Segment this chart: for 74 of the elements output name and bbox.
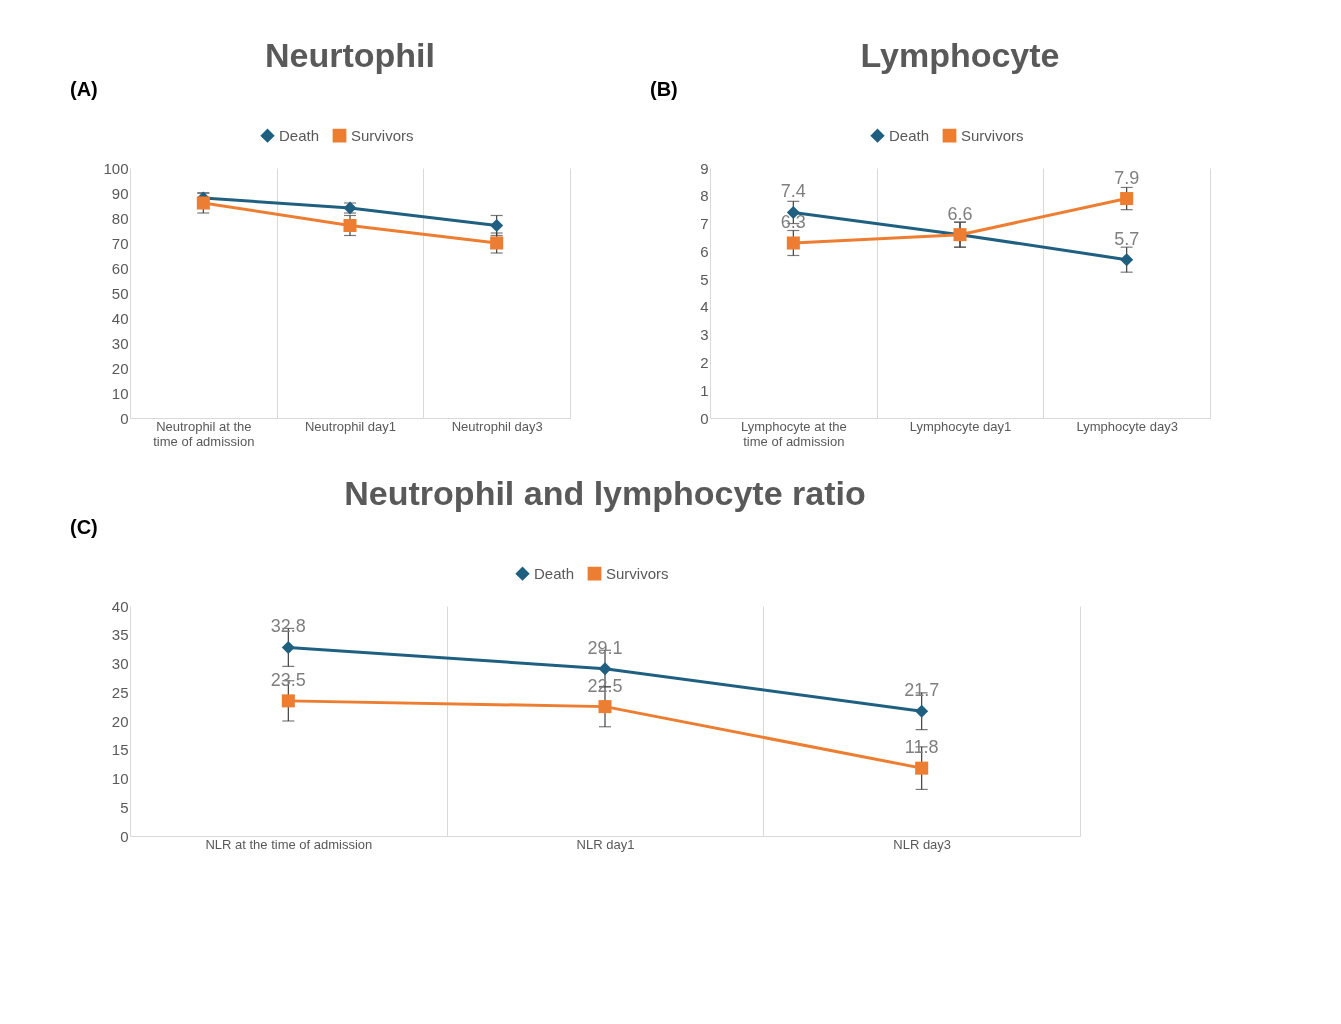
data-label: 6.6 [947,203,973,224]
point [343,218,357,233]
y-tick-label: 10 [111,384,129,402]
data-label: 6.3 [780,212,806,232]
legend-label: Survivors [351,126,414,144]
data-label: 32.8 [270,616,306,637]
y-tick-label: 35 [111,626,129,644]
y-tick-label: 2 [700,353,709,371]
point [786,236,800,250]
x-tick-label: Lymphocyte day1 [909,418,1012,434]
x-tick-label: Lymphocyte day3 [1076,418,1178,434]
legend-label: Death [889,126,930,144]
legend-label: Survivors [606,564,669,582]
text: (C) [70,516,98,538]
y-tick-label: 40 [111,309,129,327]
y-tick-label: 100 [103,159,129,177]
y-tick-label: 7 [700,215,709,233]
legend-label: Survivors [961,126,1024,144]
legend-label: Death [534,564,575,582]
data-label: 5.7 [1114,228,1140,249]
y-tick-label: 50 [111,284,129,302]
y-tick-label: 0 [700,409,709,427]
y-tick-label: 4 [700,298,709,316]
y-tick-label: 15 [111,741,129,759]
x-tick-label: NLR day1 [576,836,635,852]
y-tick-label: 0 [120,409,129,427]
chart-title: Lymphocyte [860,36,1060,74]
y-tick-label: 80 [111,209,129,227]
y-tick-label: 60 [111,259,129,277]
y-tick-label: 5 [120,798,129,816]
point [915,704,929,718]
point [598,700,612,714]
x-tick-label: Neutrophil day1 [304,418,397,434]
data-label: 23.5 [270,669,306,690]
point [281,640,295,654]
y-tick-label: 6 [700,242,709,260]
point [598,662,612,676]
y-tick-label: 70 [111,234,129,252]
point [915,761,929,775]
point [1120,192,1134,206]
data-label: 7.4 [780,181,806,202]
x-tick-label: Lymphocyte at the time of admission [740,418,847,449]
data-label: 11.8 [904,737,939,758]
x-tick-label: Neutrophil at the time of admission [153,418,255,449]
y-tick-label: 3 [700,326,709,344]
text: (B) [650,78,678,100]
y-tick-label: 20 [111,359,129,377]
point [196,196,210,210]
y-tick-label: 30 [111,655,129,672]
y-tick-label: 20 [111,712,129,730]
y-tick-label: 0 [120,827,129,845]
x-tick-label: NLR day3 [893,836,952,852]
chart-title: Neurtophil [265,36,435,74]
text: (A) [70,78,98,100]
x-tick-label: NLR at the time of admission [205,836,373,852]
y-tick-label: 25 [111,683,129,701]
point [490,236,504,250]
y-tick-label: 8 [700,187,709,205]
point [281,694,295,708]
y-tick-label: 5 [700,270,709,288]
data-label: 21.7 [904,680,940,701]
y-tick-label: 10 [111,770,129,787]
legend-label: Death [279,126,320,144]
y-tick-label: 30 [111,334,129,352]
point [490,218,504,233]
point [1120,253,1134,267]
chart-title: Neutrophil and lymphocyte ratio [344,474,866,512]
y-tick-label: 40 [111,597,129,615]
data-label: 7.9 [1114,167,1140,188]
y-tick-label: 9 [700,159,709,177]
x-tick-label: Neutrophil day3 [451,418,543,434]
y-tick-label: 90 [111,184,129,202]
data-label: 29.1 [587,637,623,658]
y-tick-label: 1 [700,381,709,399]
